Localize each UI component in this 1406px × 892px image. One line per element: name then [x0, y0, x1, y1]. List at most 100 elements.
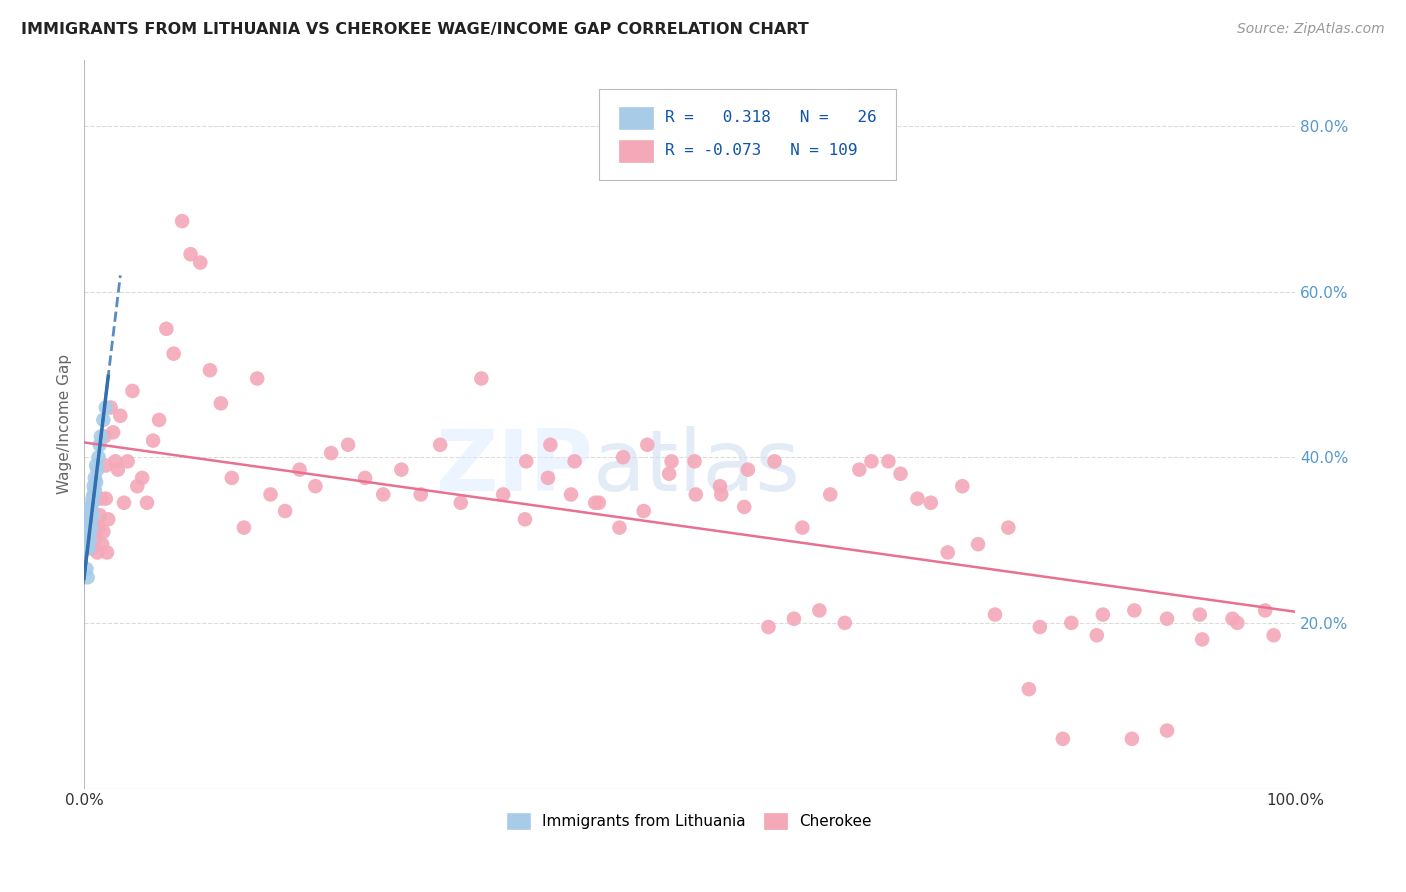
Point [492, 487, 515, 501]
Point [89, 508, 111, 523]
Y-axis label: Wage/Income Gap: Wage/Income Gap [58, 354, 72, 494]
Point [1085, 628, 1108, 642]
Point [860, 454, 883, 468]
Point [429, 438, 451, 452]
Point [783, 612, 806, 626]
Point [90, 429, 112, 443]
Point [90, 491, 112, 506]
Point [80, 520, 103, 534]
Point [209, 396, 232, 410]
Point [1018, 682, 1040, 697]
Point [612, 450, 634, 465]
Point [94, 401, 117, 415]
Point [172, 214, 194, 228]
Point [221, 471, 243, 485]
Point [709, 479, 731, 493]
Text: ZIP: ZIP [434, 426, 593, 509]
Text: atlas: atlas [593, 426, 801, 509]
Legend: Immigrants from Lithuania, Cherokee: Immigrants from Lithuania, Cherokee [502, 807, 879, 836]
Point [1191, 632, 1213, 647]
Point [97, 512, 120, 526]
Point [1254, 603, 1277, 617]
Point [77, 541, 100, 556]
Point [93, 413, 115, 427]
Point [373, 487, 395, 501]
Point [93, 524, 115, 539]
Point [76, 570, 98, 584]
Point [259, 487, 281, 501]
Point [76, 524, 98, 539]
Point [94, 491, 117, 506]
Text: R = -0.073   N = 109: R = -0.073 N = 109 [665, 144, 858, 158]
Point [101, 425, 124, 440]
Point [79, 524, 101, 539]
Point [82, 541, 104, 556]
Point [127, 479, 149, 493]
Point [87, 450, 110, 465]
Point [104, 454, 127, 468]
Point [232, 520, 254, 534]
Point [792, 520, 814, 534]
Point [82, 491, 104, 506]
Point [808, 603, 831, 617]
Point [77, 516, 100, 531]
Point [1121, 731, 1143, 746]
Bar [620, 107, 654, 128]
Point [1188, 607, 1211, 622]
Point [80, 520, 103, 534]
Point [710, 487, 733, 501]
Point [79, 537, 101, 551]
Point [107, 462, 129, 476]
Point [148, 413, 170, 427]
Point [121, 384, 143, 398]
Point [877, 454, 900, 468]
Point [450, 496, 472, 510]
Point [198, 363, 221, 377]
Point [834, 615, 856, 630]
FancyBboxPatch shape [599, 89, 896, 180]
Point [131, 471, 153, 485]
Point [661, 454, 683, 468]
Point [1263, 628, 1285, 642]
Point [76, 529, 98, 543]
Point [1091, 607, 1114, 622]
Point [155, 322, 177, 336]
Point [304, 479, 326, 493]
Point [538, 438, 561, 452]
Point [737, 462, 759, 476]
Point [409, 487, 432, 501]
Point [321, 446, 343, 460]
Point [84, 524, 107, 539]
Point [83, 487, 105, 501]
Point [86, 545, 108, 559]
Point [136, 496, 159, 510]
Point [683, 454, 706, 468]
Point [246, 371, 269, 385]
Point [1222, 612, 1244, 626]
Point [997, 520, 1019, 534]
Point [560, 487, 582, 501]
Point [142, 434, 165, 448]
Point [950, 479, 973, 493]
Point [83, 483, 105, 498]
Point [588, 496, 610, 510]
Point [84, 475, 107, 489]
Point [733, 500, 755, 514]
Point [180, 247, 202, 261]
Point [80, 500, 103, 514]
Point [907, 491, 929, 506]
Point [1123, 603, 1146, 617]
Point [848, 462, 870, 476]
Point [354, 471, 377, 485]
Point [93, 429, 115, 443]
Point [564, 454, 586, 468]
Point [94, 458, 117, 473]
Point [1226, 615, 1249, 630]
Point [188, 255, 211, 269]
Point [1052, 731, 1074, 746]
Point [658, 467, 681, 481]
Point [636, 438, 658, 452]
Point [75, 562, 97, 576]
Point [79, 504, 101, 518]
Point [820, 487, 842, 501]
